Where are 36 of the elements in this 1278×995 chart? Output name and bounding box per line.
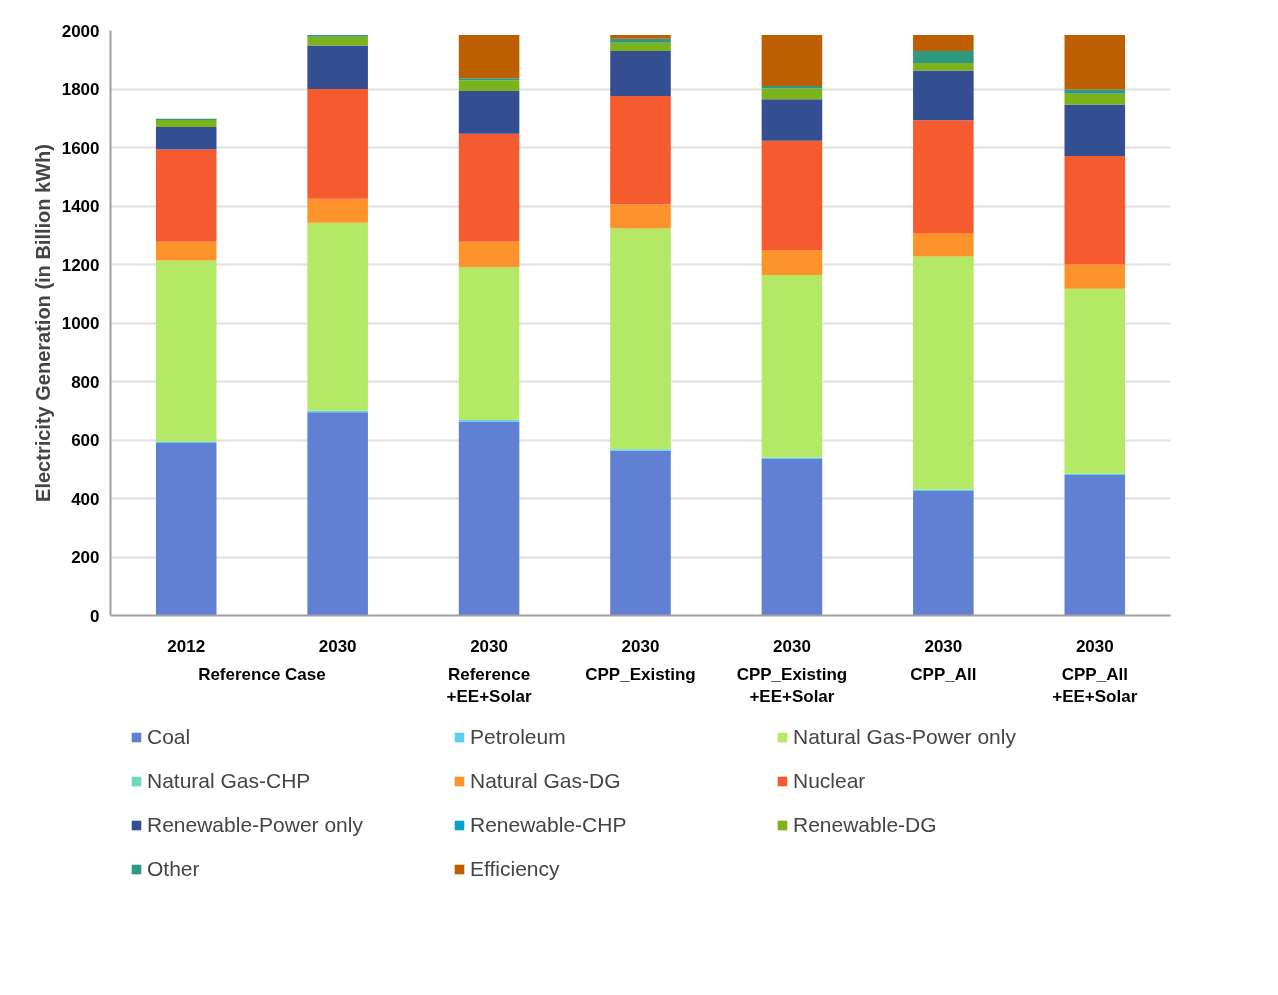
legend-label: Renewable-Power only xyxy=(147,813,364,837)
y-tick-label: 400 xyxy=(71,489,100,509)
y-axis-title: Electricity Generation (in Billion kWh) xyxy=(31,144,54,502)
legend-label: Coal xyxy=(147,725,192,749)
text: Reference Case xyxy=(198,664,326,684)
y-tick-label: 600 xyxy=(71,431,100,450)
text: Reference +EE+Solar xyxy=(446,664,532,707)
x-tick-label: 2012 xyxy=(167,636,206,656)
text: CPP_All +EE+Solar xyxy=(1052,664,1138,707)
x-tick-label: 2030 xyxy=(1075,636,1114,656)
text: CPP_Existing +EE+Solar xyxy=(736,664,848,707)
legend-label: Natural Gas-DG xyxy=(470,769,622,793)
y-tick-label: 0 xyxy=(90,606,100,626)
y-tick-label: 1200 xyxy=(61,255,100,275)
y-tick-label: 1000 xyxy=(61,314,100,333)
legend-label: Natural Gas-CHP xyxy=(147,769,312,793)
legend-label: Efficiency xyxy=(470,857,561,881)
legend-label: Renewable-DG xyxy=(793,813,938,837)
text: CPP_All xyxy=(910,664,977,684)
legend-label: Other xyxy=(147,857,201,881)
y-tick-label: 2000 xyxy=(61,21,100,41)
y-tick-label: 200 xyxy=(71,548,100,567)
text: CPP_Existing xyxy=(585,664,696,684)
x-tick-label: 2030 xyxy=(621,636,660,656)
legend-label: Nuclear xyxy=(793,769,867,793)
y-tick-label: 1600 xyxy=(61,138,100,158)
x-tick-label: 2030 xyxy=(773,636,811,656)
x-tick-label: 2030 xyxy=(924,636,963,656)
y-tick-label: 800 xyxy=(71,372,100,392)
y-tick-label: 1800 xyxy=(61,80,100,99)
x-tick-label: 2030 xyxy=(470,636,508,656)
x-tick-label: 2030 xyxy=(318,636,357,656)
legend-label: Renewable-CHP xyxy=(470,813,628,837)
legend-label: Natural Gas-Power only xyxy=(793,725,1017,749)
legend-label: Petroleum xyxy=(470,725,567,749)
y-tick-label: 1400 xyxy=(61,197,100,216)
